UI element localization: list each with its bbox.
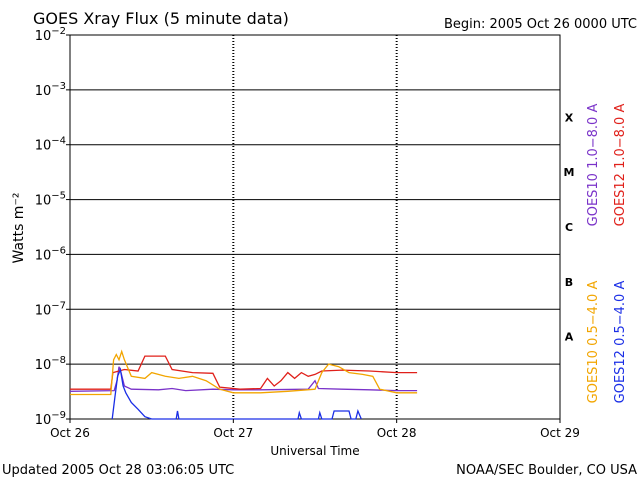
flare-class-label: C xyxy=(565,221,573,234)
plot-frame xyxy=(69,34,561,420)
y-tick-label: 10−5 xyxy=(35,191,66,209)
y-tick-exponent: −5 xyxy=(51,191,66,202)
x-tick-label: Oct 28 xyxy=(377,426,417,440)
flare-class-label: M xyxy=(564,166,575,179)
flare-class-label: A xyxy=(565,331,574,344)
y-tick-base: 10 xyxy=(35,413,52,428)
plot-grid xyxy=(70,89,560,365)
y-tick-base: 10 xyxy=(35,358,52,373)
flare-class-labels: X M C B A xyxy=(564,111,575,343)
x-tick-label: Oct 29 xyxy=(540,426,580,440)
series-line xyxy=(111,367,362,420)
series-line xyxy=(70,355,418,390)
x-axis-ticks: Oct 26 Oct 27 Oct 28 Oct 29 xyxy=(50,419,580,440)
flare-class-label: X xyxy=(565,111,574,124)
y-tick-exponent: −6 xyxy=(51,245,66,256)
y-tick-exponent: −4 xyxy=(51,136,66,147)
y-tick-exponent: −2 xyxy=(51,26,66,37)
legend: GOES10 1.0−8.0 A GOES12 1.0−8.0 A GOES10 0… xyxy=(586,104,628,404)
series-line xyxy=(70,349,418,396)
series-lines xyxy=(69,349,418,420)
x-tick-label: Oct 27 xyxy=(213,426,253,440)
updated-timestamp: Updated 2005 Oct 28 03:06:05 UTC xyxy=(2,463,234,478)
y-tick-base: 10 xyxy=(35,194,52,209)
legend-entry: GOES12 0.5−4.0 A xyxy=(613,281,628,404)
x-tick-label: Oct 26 xyxy=(50,426,90,440)
y-axis-ticks: 10−210−310−410−510−610−710−810−9 xyxy=(35,26,70,428)
y-tick-label: 10−4 xyxy=(35,136,66,154)
y-tick-exponent: −8 xyxy=(51,355,66,366)
y-tick-exponent: −9 xyxy=(51,410,66,421)
y-tick-label: 10−6 xyxy=(35,245,66,263)
flare-class-label: B xyxy=(565,276,573,289)
legend-entry: GOES10 1.0−8.0 A xyxy=(586,104,601,227)
y-tick-label: 10−2 xyxy=(35,26,66,44)
x-axis-label: Universal Time xyxy=(270,444,359,458)
y-tick-base: 10 xyxy=(35,139,52,154)
y-tick-base: 10 xyxy=(35,84,52,99)
y-tick-label: 10−9 xyxy=(35,410,66,428)
y-tick-label: 10−3 xyxy=(35,81,66,99)
y-tick-base: 10 xyxy=(35,248,52,263)
y-tick-base: 10 xyxy=(35,29,52,44)
y-tick-base: 10 xyxy=(35,303,52,318)
series-line xyxy=(69,366,418,392)
credit-text: NOAA/SEC Boulder, CO USA xyxy=(456,463,637,478)
y-tick-exponent: −7 xyxy=(51,300,66,311)
legend-entry: GOES12 1.0−8.0 A xyxy=(613,104,628,227)
y-axis-label: Watts m⁻² xyxy=(11,193,27,264)
chart-title: GOES Xray Flux (5 minute data) xyxy=(33,9,289,28)
legend-entry: GOES10 0.5−4.0 A xyxy=(586,281,601,404)
y-tick-exponent: −3 xyxy=(51,81,66,92)
y-tick-label: 10−7 xyxy=(35,300,66,318)
y-tick-label: 10−8 xyxy=(35,355,66,373)
day-boundary-lines xyxy=(232,35,398,419)
begin-time: Begin: 2005 Oct 26 0000 UTC xyxy=(444,17,637,32)
